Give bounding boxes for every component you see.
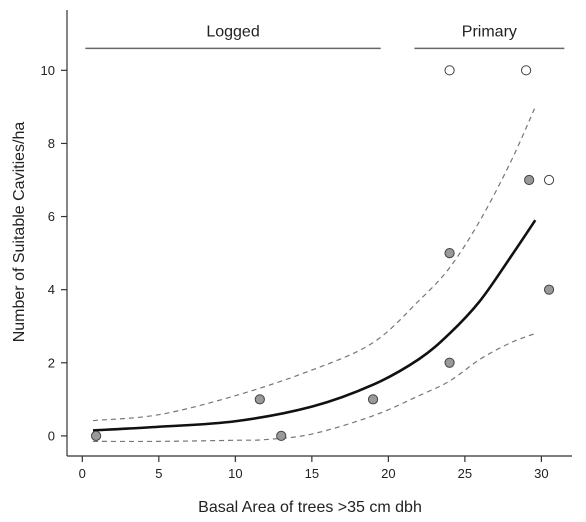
x-tick-label: 30 [534,466,548,481]
ci-lower-line [93,332,536,443]
x-tick-label: 0 [79,466,86,481]
filled-data-point [254,394,265,405]
filled-data-point [90,430,102,441]
group-label: Logged [206,23,259,40]
group-annotations: Logged Primary [85,23,565,50]
filled-data-point [543,284,555,295]
filled-data-point [276,430,287,441]
filled-data-point [444,357,455,368]
x-axis-ticks: 0 5 10 15 20 25 30 [79,456,549,481]
y-tick-label: 6 [48,209,55,224]
x-tick-label: 25 [458,466,472,481]
y-tick-label: 10 [41,63,55,78]
filled-data-point [524,174,535,186]
fit-line [92,219,537,432]
x-tick-label: 10 [228,466,242,481]
y-tick-label: 0 [48,428,55,443]
group-label: Primary [462,23,517,40]
data-points [90,65,555,441]
y-tick-label: 8 [48,136,55,151]
open-data-point [520,65,532,76]
y-tick-label: 2 [48,355,55,370]
open-data-point [543,174,555,186]
filled-data-point [444,248,455,259]
ci-upper-line [92,106,536,422]
x-axis-title: Basal Area of trees >35 cm dbh [198,499,422,516]
x-tick-label: 15 [305,466,319,481]
y-tick-label: 4 [48,282,55,297]
plot-area: 0 2 4 6 8 10 0 5 10 15 20 25 30 Logged Primary [41,10,572,481]
filled-data-point [367,394,379,405]
y-axis-ticks: 0 2 4 6 8 10 [41,63,67,443]
y-axis-title: Number of Suitable Cavities/ha [11,122,28,343]
x-tick-label: 5 [155,466,162,481]
x-tick-label: 20 [381,466,395,481]
fit-curves [92,106,537,443]
open-data-point [444,65,455,76]
